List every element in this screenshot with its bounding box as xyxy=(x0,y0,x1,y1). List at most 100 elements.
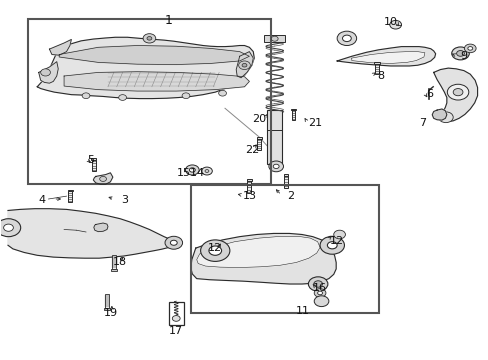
Bar xyxy=(68,192,72,202)
Text: 3: 3 xyxy=(122,195,128,205)
Circle shape xyxy=(200,240,229,261)
Circle shape xyxy=(182,93,189,99)
Bar xyxy=(103,308,110,310)
Polygon shape xyxy=(49,40,71,55)
Circle shape xyxy=(451,47,468,60)
Circle shape xyxy=(464,44,475,53)
Text: 12: 12 xyxy=(208,243,222,253)
Text: 2: 2 xyxy=(286,191,294,201)
Text: 13: 13 xyxy=(242,191,256,201)
Circle shape xyxy=(447,84,468,100)
Bar xyxy=(247,181,251,193)
Circle shape xyxy=(242,63,246,67)
Circle shape xyxy=(164,236,182,249)
Bar xyxy=(290,109,295,111)
Bar xyxy=(27,19,271,184)
Bar xyxy=(291,111,294,121)
Circle shape xyxy=(119,95,126,100)
Circle shape xyxy=(268,161,283,172)
Text: 7: 7 xyxy=(418,118,425,128)
Bar xyxy=(112,255,116,269)
Circle shape xyxy=(238,61,250,69)
Polygon shape xyxy=(39,62,58,83)
Polygon shape xyxy=(236,51,253,78)
Circle shape xyxy=(452,89,462,96)
Circle shape xyxy=(317,291,322,295)
Polygon shape xyxy=(93,173,113,184)
Polygon shape xyxy=(64,72,249,91)
Circle shape xyxy=(271,36,278,41)
Bar xyxy=(111,269,117,271)
Circle shape xyxy=(201,167,212,175)
Bar xyxy=(283,174,288,176)
Circle shape xyxy=(0,219,20,237)
Bar xyxy=(190,185,378,313)
Circle shape xyxy=(147,37,152,40)
Bar xyxy=(67,189,73,192)
Polygon shape xyxy=(336,46,435,66)
Circle shape xyxy=(273,164,279,168)
Bar xyxy=(92,160,95,171)
Text: 6: 6 xyxy=(426,89,432,99)
Circle shape xyxy=(342,35,350,41)
Bar xyxy=(256,137,261,139)
Bar xyxy=(267,110,282,164)
Circle shape xyxy=(314,289,325,297)
Circle shape xyxy=(389,21,401,29)
Bar xyxy=(105,294,109,308)
Text: 20: 20 xyxy=(251,114,265,124)
Polygon shape xyxy=(431,109,446,120)
Text: 21: 21 xyxy=(307,118,322,128)
Bar xyxy=(168,302,183,325)
Text: 17: 17 xyxy=(169,325,183,336)
Bar xyxy=(246,179,252,181)
Text: 22: 22 xyxy=(244,144,259,154)
Circle shape xyxy=(438,112,452,123)
Bar xyxy=(284,176,287,188)
Circle shape xyxy=(3,224,13,231)
Circle shape xyxy=(170,240,177,245)
Circle shape xyxy=(204,170,208,172)
Bar xyxy=(264,36,285,42)
Circle shape xyxy=(327,242,336,249)
Text: 11: 11 xyxy=(295,306,309,316)
Circle shape xyxy=(336,31,356,45)
Circle shape xyxy=(82,93,90,99)
Text: 9: 9 xyxy=(459,51,467,61)
Circle shape xyxy=(189,168,195,172)
Bar xyxy=(91,158,96,160)
Bar xyxy=(257,139,260,149)
Polygon shape xyxy=(196,236,320,267)
Circle shape xyxy=(208,246,221,255)
Circle shape xyxy=(172,316,180,321)
Text: 5: 5 xyxy=(87,155,94,165)
Text: 12: 12 xyxy=(329,236,344,246)
Bar xyxy=(374,64,378,74)
Circle shape xyxy=(41,69,50,76)
Circle shape xyxy=(313,281,322,287)
Circle shape xyxy=(320,236,344,254)
Polygon shape xyxy=(190,233,335,284)
Text: 18: 18 xyxy=(113,257,127,267)
Text: 4: 4 xyxy=(39,195,45,205)
Circle shape xyxy=(314,296,328,307)
Polygon shape xyxy=(94,223,108,231)
Polygon shape xyxy=(8,209,173,258)
Circle shape xyxy=(333,230,345,239)
Text: 1514: 1514 xyxy=(177,168,204,178)
Circle shape xyxy=(456,50,464,56)
Polygon shape xyxy=(351,51,424,63)
Text: 10: 10 xyxy=(383,17,397,27)
Text: 19: 19 xyxy=(103,308,117,318)
Text: 8: 8 xyxy=(377,71,384,81)
Circle shape xyxy=(100,176,106,181)
Text: 16: 16 xyxy=(312,283,326,293)
Circle shape xyxy=(143,34,156,43)
Polygon shape xyxy=(59,45,249,64)
Polygon shape xyxy=(433,68,477,122)
Polygon shape xyxy=(37,37,254,99)
Bar xyxy=(374,62,379,64)
Circle shape xyxy=(467,46,472,50)
Circle shape xyxy=(218,90,226,96)
Circle shape xyxy=(185,165,199,175)
